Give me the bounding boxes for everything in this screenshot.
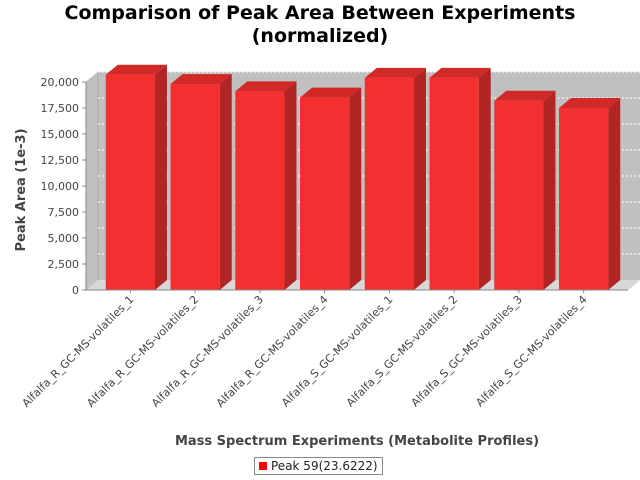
bar-top	[170, 74, 232, 85]
y-axis-label: Peak Area (1e-3)	[14, 128, 29, 251]
bar-top	[364, 67, 426, 78]
bar	[559, 98, 621, 290]
plot-area-floor	[86, 280, 640, 290]
bar-front	[170, 84, 220, 290]
x-tick-label: Alfalfa_R_GC-MS-volatiles_1	[20, 293, 137, 410]
x-tick-label: Alfalfa_S_GC-MS-volatiles_1	[279, 293, 395, 409]
bar	[494, 90, 556, 290]
bar-side	[413, 67, 426, 290]
plot-background	[86, 71, 640, 290]
y-tick-label: 10,000	[41, 180, 80, 193]
bar-front	[105, 74, 155, 290]
bar-side	[284, 81, 297, 290]
chart-title-line-1: Comparison of Peak Area Between Experime…	[64, 2, 576, 24]
bar	[364, 67, 426, 290]
bar-side	[349, 87, 362, 290]
plot-area-wall	[86, 71, 640, 290]
bar-front	[429, 77, 479, 290]
bar	[170, 74, 232, 290]
bar	[300, 87, 362, 290]
x-tick-label: Alfalfa_R_GC-MS-volatiles_4	[214, 293, 331, 410]
x-tick-label: Alfalfa_S_GC-MS-volatiles_3	[409, 293, 525, 409]
bar-top	[559, 98, 621, 108]
x-axis-label: Mass Spectrum Experiments (Metabolite Pr…	[175, 434, 539, 449]
chart-title-line-2: (normalized)	[251, 25, 389, 47]
y-tick-label: 2,500	[48, 258, 80, 271]
bars	[105, 64, 621, 290]
bar-top	[494, 90, 556, 101]
y-tick-label: 12,500	[41, 154, 80, 167]
x-tick-label: Alfalfa_S_GC-MS-volatiles_2	[344, 293, 460, 409]
bar-side	[478, 67, 491, 290]
bar-front	[235, 91, 285, 290]
y-tick-label: 20,000	[41, 76, 80, 89]
bar	[429, 67, 491, 290]
bar-side	[154, 64, 167, 290]
bar	[235, 81, 297, 290]
legend-label: Peak 59(23.6222)	[271, 459, 378, 473]
y-tick-label: 15,000	[41, 128, 80, 141]
bar	[105, 64, 167, 290]
y-tick-label: 5,000	[48, 232, 80, 245]
bar-front	[300, 97, 350, 290]
legend: Peak 59(23.6222)	[254, 457, 383, 475]
chart-title: Comparison of Peak Area Between Experime…	[0, 2, 640, 48]
legend-swatch	[259, 462, 267, 470]
y-axis-ticks: 0 2,500 5,000 7,500 10,000 12,500 15,000 17,500…	[41, 76, 86, 297]
bar-side	[543, 90, 556, 290]
bar-side	[608, 98, 621, 290]
x-axis-ticks: Alfalfa_R_GC-MS-volatiles_1Alfalfa_R_GC-…	[20, 290, 590, 410]
bar-top	[235, 81, 297, 92]
y-tick-label: 17,500	[41, 102, 80, 115]
x-tick-label: Alfalfa_S_GC-MS-volatiles_4	[473, 293, 589, 409]
bar-front	[559, 108, 609, 290]
bar-top	[429, 67, 491, 78]
y-tick-label: 0	[72, 284, 79, 297]
bar-top	[300, 87, 362, 98]
bar-front	[494, 100, 544, 290]
x-tick-label: Alfalfa_R_GC-MS-volatiles_2	[84, 293, 201, 410]
bar-front	[364, 77, 414, 290]
bar-top	[105, 64, 167, 75]
bar-side	[219, 74, 232, 290]
y-tick-label: 7,500	[48, 206, 80, 219]
x-tick-label: Alfalfa_R_GC-MS-volatiles_3	[149, 293, 266, 410]
